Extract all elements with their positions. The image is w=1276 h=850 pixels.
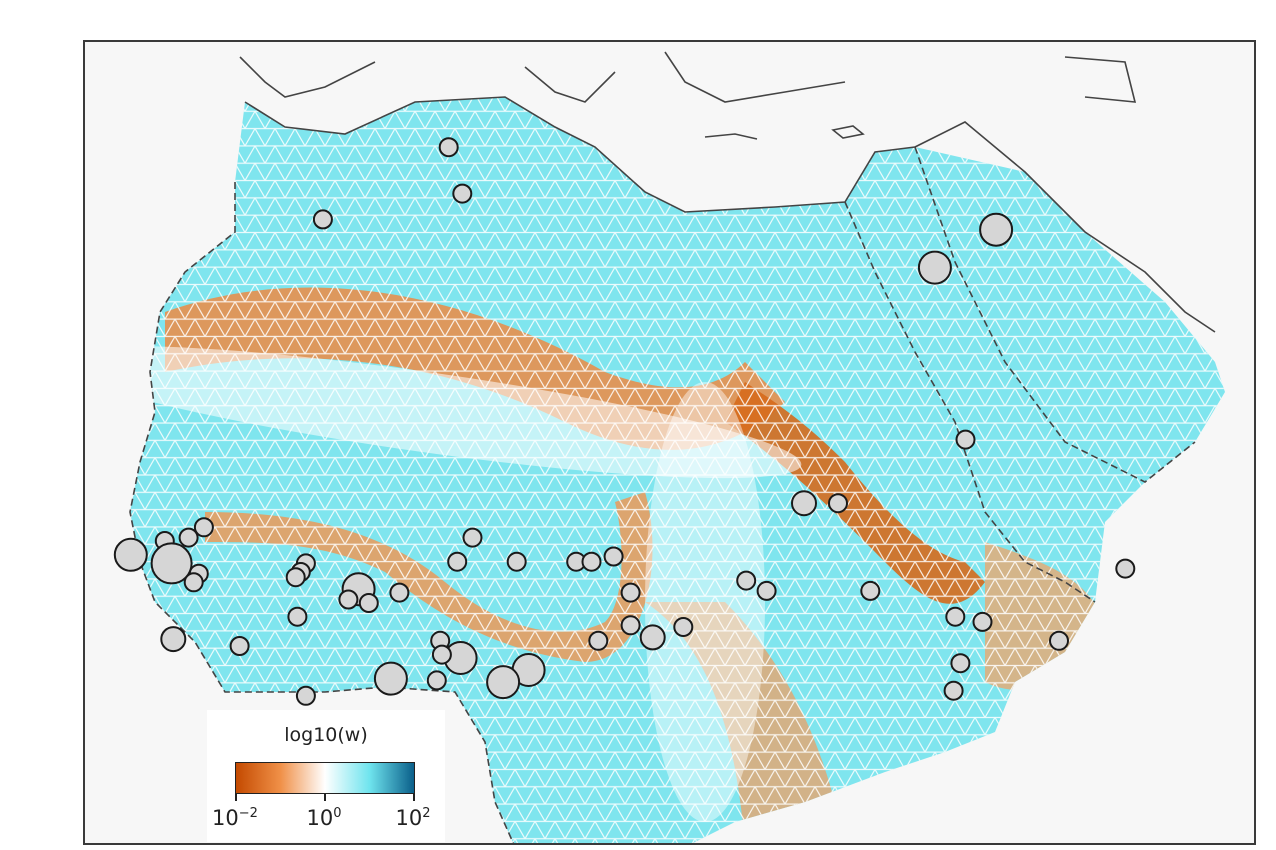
legend-tick-label-mid: 100 [306, 806, 342, 830]
sample-point-53 [295, 685, 316, 706]
sample-point-37 [639, 624, 666, 651]
sample-point-39 [945, 606, 966, 627]
sample-point-26 [756, 580, 777, 601]
sample-point-36 [673, 617, 694, 637]
sample-point-9 [193, 517, 214, 538]
sample-point-49 [373, 661, 408, 696]
sample-point-34 [287, 606, 308, 627]
sample-point-24 [603, 546, 624, 567]
legend-tick-label-high: 102 [395, 806, 431, 830]
coastlines [129, 51, 1216, 843]
sample-point-51 [486, 665, 521, 700]
migration-surface [130, 97, 1225, 843]
coastline-arabia [914, 56, 1216, 333]
sample-point-6 [955, 429, 976, 450]
sample-point-41 [1049, 630, 1069, 651]
legend-tick-low [235, 794, 237, 801]
sample-point-33 [620, 582, 641, 603]
sample-point-52 [943, 680, 964, 701]
sample-point-20 [447, 551, 468, 572]
legend-tick-label-low: 10−2 [212, 806, 258, 830]
coastline-europe [239, 51, 846, 103]
colorbar-legend: log10(w) 10−2 100 102 [207, 710, 445, 842]
coastline-west [129, 182, 515, 843]
effective-migration-surface-map [85, 42, 1254, 843]
sample-point-46 [431, 644, 452, 665]
sample-point-13 [113, 537, 148, 572]
sample-point-28 [1115, 558, 1136, 579]
sample-point-12 [462, 527, 483, 548]
sample-point-31 [358, 593, 379, 613]
sample-point-19 [285, 567, 306, 588]
sample-point-3 [312, 209, 333, 230]
sample-point-21 [506, 551, 527, 572]
legend-tick-high [413, 794, 415, 801]
legend-tick-mid [324, 794, 326, 801]
sample-point-32 [389, 582, 410, 603]
sample-point-25 [736, 570, 757, 591]
coastline-redsea [844, 146, 1196, 603]
legend-title: log10(w) [284, 724, 368, 746]
sample-point-5 [917, 250, 952, 285]
island-cyprus [831, 125, 865, 139]
legend-color-bar [235, 762, 415, 794]
sample-point-4 [979, 212, 1014, 247]
sample-points-layer [113, 137, 1136, 706]
map-panel: log10(w) 10−2 100 102 [83, 40, 1256, 845]
sample-point-16 [183, 572, 204, 593]
sample-point-27 [860, 580, 881, 601]
sample-point-10 [178, 527, 199, 548]
sample-point-42 [160, 626, 187, 653]
sample-point-38 [588, 630, 609, 651]
sample-point-48 [950, 653, 971, 674]
sample-point-23 [581, 551, 602, 572]
sample-point-8 [828, 493, 848, 514]
sample-point-43 [229, 636, 250, 656]
island-crete [704, 133, 758, 140]
sample-point-2 [452, 183, 473, 204]
sample-point-35 [620, 615, 641, 636]
sample-point-7 [791, 490, 817, 517]
sample-point-1 [438, 137, 459, 158]
sample-point-14 [150, 542, 193, 585]
sample-point-30 [338, 589, 359, 610]
sample-point-40 [972, 611, 993, 632]
sample-point-50 [426, 670, 447, 691]
